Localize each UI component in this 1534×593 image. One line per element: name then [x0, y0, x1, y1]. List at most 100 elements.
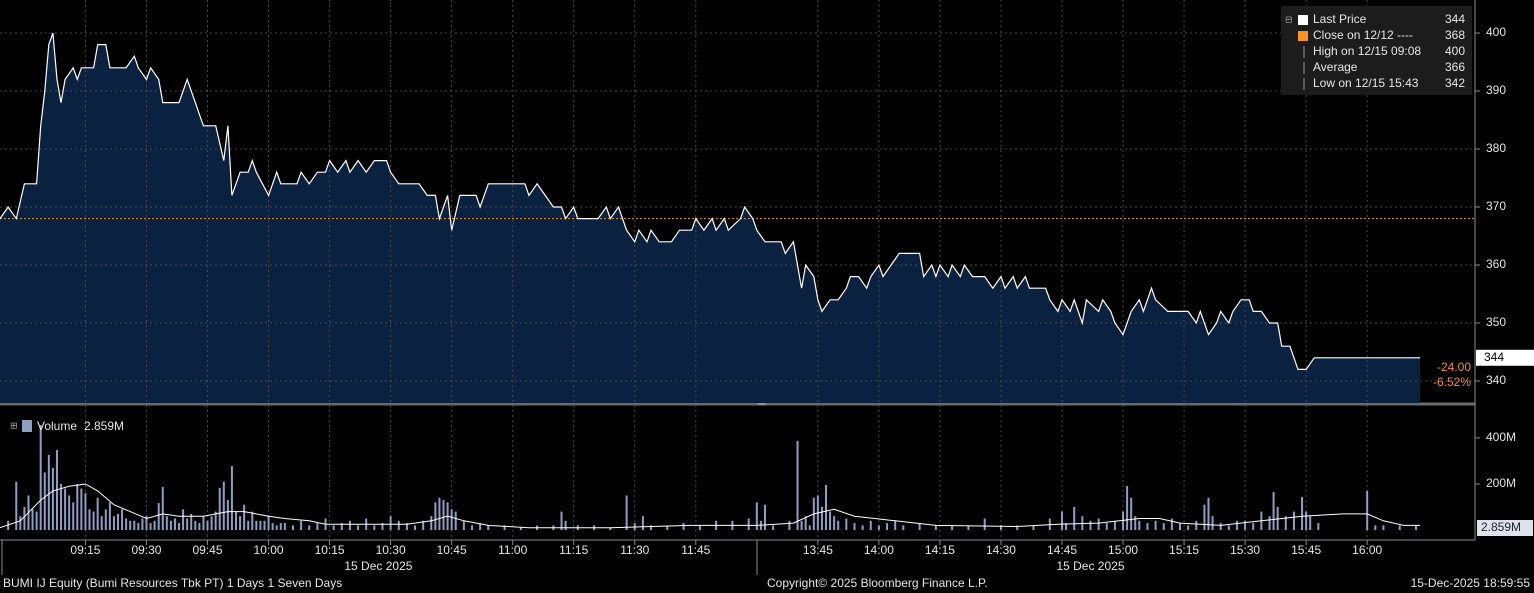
- volume-bar: [650, 525, 653, 530]
- volume-bar: [149, 523, 152, 530]
- footer-center: Copyright© 2025 Bloomberg Finance L.P.: [767, 576, 988, 590]
- footer-left: BUMI IJ Equity (Bumi Resources Tbk PT) 1…: [3, 576, 342, 590]
- volume-bar: [397, 520, 400, 530]
- volume-bar: [772, 525, 775, 530]
- volume-bar: [1382, 525, 1385, 530]
- volume-bar: [434, 502, 437, 530]
- volume-bar: [422, 520, 425, 530]
- x-tick-label: 09:15: [70, 543, 100, 557]
- volume-bar: [190, 513, 193, 530]
- volume-bar: [206, 520, 209, 530]
- volume-bar: [519, 527, 522, 530]
- volume-bar: [182, 509, 185, 530]
- volume-bar: [125, 518, 128, 530]
- y-tick-label: 390: [1486, 83, 1506, 97]
- legend-label: Close on 12/12 ----: [1313, 28, 1413, 42]
- volume-bar: [222, 481, 225, 530]
- volume-bar: [178, 523, 181, 530]
- x-tick-label: 16:00: [1352, 543, 1382, 557]
- volume-bar: [625, 495, 628, 530]
- volume-bar: [877, 525, 880, 530]
- volume-bar: [100, 516, 103, 530]
- volume-bar: [902, 525, 905, 530]
- volume-bar: [1244, 520, 1247, 530]
- y-tick-label: 340: [1486, 373, 1506, 387]
- volume-bar: [35, 511, 38, 530]
- x-tick-label: 13:45: [803, 543, 833, 557]
- volume-bar: [84, 493, 87, 530]
- volume-bar: [808, 525, 811, 530]
- volume-bar: [210, 516, 213, 530]
- volume-bar: [68, 495, 71, 530]
- volume-bar: [23, 506, 26, 530]
- volume-bar: [951, 525, 954, 530]
- volume-bar: [641, 516, 644, 530]
- volume-bar: [112, 516, 115, 530]
- volume-bar: [800, 520, 803, 530]
- volume-bar: [1227, 525, 1230, 530]
- volume-bar: [389, 516, 392, 530]
- volume-bar: [1211, 516, 1214, 530]
- volume-bar: [76, 483, 79, 530]
- volume-bar: [157, 503, 160, 530]
- volume-bar: [503, 525, 506, 530]
- x-tick-label: 11:15: [559, 543, 588, 557]
- volume-bar: [747, 518, 750, 530]
- volume-bar: [405, 523, 408, 530]
- volume-legend-name: Volume: [37, 419, 77, 433]
- x-tick-label: 14:30: [986, 543, 1016, 557]
- volume-bar: [853, 523, 856, 530]
- volume-bar: [88, 509, 91, 530]
- volume-bar: [283, 523, 286, 530]
- footer-right: 15-Dec-2025 18:59:55: [1411, 576, 1531, 590]
- x-tick-label: 15:00: [1108, 543, 1138, 557]
- volume-bar: [230, 466, 233, 530]
- legend-label: High on 12/15 09:08: [1313, 44, 1421, 58]
- volume-bar: [1305, 511, 1308, 530]
- volume-bar: [837, 520, 840, 530]
- volume-bar: [934, 525, 937, 530]
- volume-bar: [430, 516, 433, 530]
- volume-bar: [1016, 525, 1019, 530]
- x-tick-label: 10:45: [437, 543, 467, 557]
- volume-bar: [243, 504, 246, 530]
- volume-bar: [1268, 516, 1271, 530]
- x-tick-label: 14:15: [925, 543, 955, 557]
- volume-bar: [804, 516, 807, 530]
- legend-value: 368: [1445, 28, 1465, 42]
- x-tick-label: 11:30: [620, 543, 649, 557]
- x-tick-label: 11:00: [498, 543, 527, 557]
- volume-bar: [1134, 516, 1137, 530]
- volume-bar: [886, 523, 889, 530]
- volume-bar: [1235, 520, 1238, 530]
- volume-bar: [255, 520, 258, 530]
- volume-bar: [1203, 504, 1206, 530]
- legend-swatch: [22, 420, 32, 432]
- y-tick-label: 380: [1486, 141, 1506, 155]
- volume-bar: [1292, 511, 1295, 530]
- volume-bar: [218, 487, 221, 530]
- volume-bar: [47, 454, 50, 530]
- volume-bar: [72, 502, 75, 530]
- volume-last-label: 2.859M: [1481, 520, 1521, 534]
- x-tick-label: 10:15: [315, 543, 345, 557]
- volume-bar: [145, 516, 148, 530]
- volume-bar: [92, 511, 95, 530]
- legend-box: [1281, 6, 1472, 95]
- volume-bar: [1146, 523, 1149, 530]
- volume-bar: [202, 516, 205, 530]
- volume-bar: [165, 516, 168, 530]
- x-tick-label: 14:00: [864, 543, 894, 557]
- volume-bar: [983, 518, 986, 530]
- volume-bar: [763, 504, 766, 530]
- volume-bar: [967, 525, 970, 530]
- volume-bar: [487, 525, 490, 530]
- volume-bar: [300, 520, 303, 530]
- volume-bar: [194, 520, 197, 530]
- volume-bar: [788, 520, 791, 530]
- volume-bar: [1195, 520, 1198, 530]
- volume-bar: [198, 523, 201, 530]
- x-tick-label: 10:00: [254, 543, 284, 557]
- change-label: -24.00: [1437, 360, 1471, 374]
- volume-bar: [825, 485, 827, 530]
